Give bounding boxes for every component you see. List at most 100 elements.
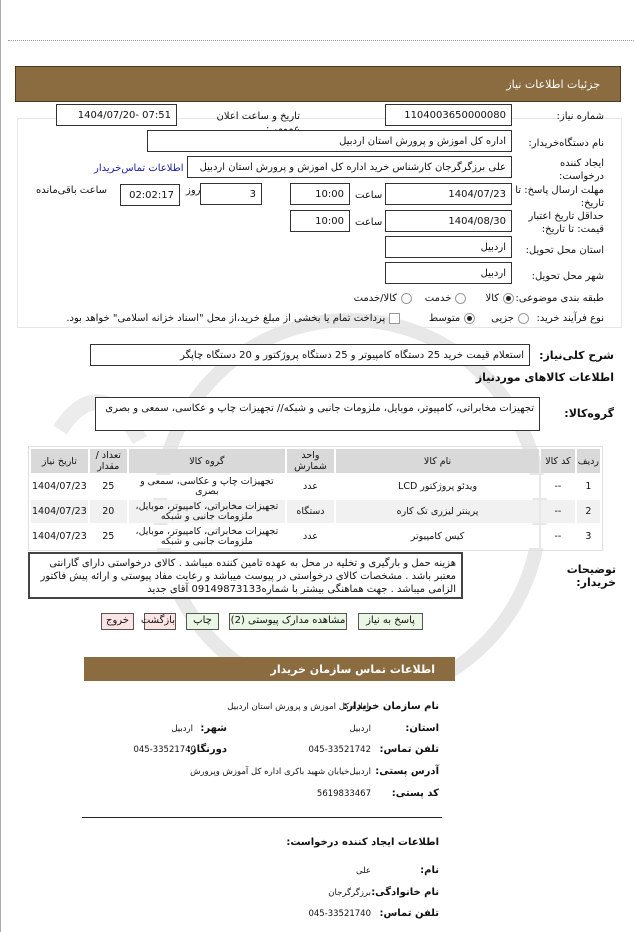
goods-table-wrap: ردیف کد کالا نام کالا واحد شمارش گروه کا…: [28, 446, 603, 551]
page-title: جزئیات اطلاعات نیاز: [506, 77, 600, 91]
process-label: نوع فرآیند خرید:: [536, 313, 605, 324]
table-cell: --: [541, 525, 575, 548]
goods-table: ردیف کد کالا نام کالا واحد شمارش گروه کا…: [29, 447, 602, 550]
summary-label: شرح کلی‌نیاز:: [539, 349, 614, 362]
time-label: ساعت: [355, 190, 383, 201]
table-cell: تجهیزات مخابراتی، کامپیوتر، موبایل، ملزو…: [128, 500, 285, 523]
table-cell: 25: [89, 475, 127, 498]
table-cell: 1404/07/23: [31, 525, 88, 548]
table-row: 2 -- پرینتر لیزری تک کاره دستگاه تجهیزات مخا…: [31, 500, 600, 523]
category-option-service[interactable]: خدمت: [425, 292, 467, 304]
category-label: طبقه بندی موضوعی:: [515, 293, 604, 304]
col-unit: واحد شمارش: [286, 449, 334, 473]
deadline-time-field: 10:00: [290, 183, 350, 205]
back-button[interactable]: بازگشت: [141, 613, 176, 630]
validity-label: حداقل تاریخ اعتبار قیمت: تا تاریخ:: [528, 211, 604, 235]
table-cell: پرینتر لیزری تک کاره: [335, 500, 540, 523]
province-label: استان محل تحویل:: [525, 245, 604, 256]
table-cell: تجهیزات مخابراتی، کامپیوتر، موبایل، ملزو…: [128, 525, 285, 548]
goods-heading: اطلاعات کالاهای موردنیاز: [475, 371, 614, 384]
city-label: شهر محل تحویل:: [531, 271, 604, 282]
family-label: نام خانوادگی:: [371, 887, 439, 898]
form-panel: [17, 118, 622, 328]
buyer-label: نام دستگاه‌خریدار:: [528, 138, 604, 149]
postal-label: کد پستی:: [391, 788, 439, 799]
province-contact-value: اردبیل: [349, 724, 371, 734]
table-cell: دستگاه: [286, 500, 334, 523]
section-divider: [82, 817, 442, 818]
table-cell: 20: [89, 500, 127, 523]
col-row: ردیف: [576, 449, 600, 473]
name-label: نام:: [420, 865, 439, 876]
postal-value: 5619833467: [316, 789, 371, 799]
city-contact-value: اردبیل: [171, 724, 193, 734]
announce-field: 1404/07/20- 07:51: [56, 104, 177, 126]
summary-field: استعلام قیمت خرید 25 دستگاه کامپیوتر و 2…: [90, 344, 530, 366]
creator-phone-label: تلفن تماس:: [379, 908, 439, 919]
need-number-label: شماره نیاز:: [556, 111, 605, 122]
deadline-label: مهلت ارسال پاسخ: تا تاریخ:: [515, 185, 604, 209]
creator-phone-value: 045-33521740: [308, 909, 371, 919]
table-cell: 2: [576, 500, 600, 523]
province-field: اردبیل: [385, 236, 512, 258]
city-field: اردبیل: [385, 262, 512, 284]
day-label: روز: [186, 185, 201, 196]
city-contact-label: شهر:: [200, 723, 227, 734]
fax-label: دورنگار:: [186, 744, 227, 755]
goods-group-field: تجهیزات مخابراتی، کامپیوتر، موبایل، ملزو…: [95, 397, 540, 431]
category-radio-group: کالا خدمت کالا/خدمت: [354, 292, 514, 305]
process-option-medium[interactable]: متوسط: [429, 312, 476, 324]
exit-button[interactable]: خروج: [101, 613, 134, 630]
table-cell: 1404/07/23: [31, 475, 88, 498]
family-value: برزگرگرجان: [328, 888, 371, 898]
table-cell: --: [541, 500, 575, 523]
table-cell: ویدئو پروژکتور LCD: [335, 475, 540, 498]
need-number-field: 1104003650000080: [385, 104, 512, 126]
table-header: ردیف کد کالا نام کالا واحد شمارش گروه کا…: [31, 449, 600, 473]
table-cell: تجهیزات چاپ و عکاسی، سمعی و بصری: [128, 475, 285, 498]
table-row: 3 -- کیس کامپیوتر عدد تجهیزات مخابراتی، کامپ…: [31, 525, 600, 548]
creator-heading: اطلاعات ایجاد کننده درخواست:: [286, 837, 439, 848]
address-label: آدرس پستی:: [375, 766, 439, 777]
page-header: جزئیات اطلاعات نیاز: [15, 66, 621, 102]
table-cell: --: [541, 475, 575, 498]
validity-time-field: 10:00: [290, 210, 350, 232]
process-option-minor[interactable]: جزیی: [491, 312, 529, 324]
creator-field: علی برزگرگرجان کارشناس خرید اداره کل امو…: [187, 156, 512, 178]
print-button[interactable]: چاپ: [186, 613, 219, 630]
time-label: ساعت: [355, 217, 383, 228]
province-contact-label: استان:: [405, 723, 439, 734]
table-cell: 1404/07/23: [31, 500, 88, 523]
table-cell: 1: [576, 475, 600, 498]
table-cell: کیس کامپیوتر: [335, 525, 540, 548]
category-option-goods[interactable]: کالا: [485, 292, 514, 304]
process-radio-group: جزیی متوسط پرداخت تمام یا بخشی از مبلغ خ…: [66, 312, 529, 325]
table-row: 1 -- ویدئو پروژکتور LCD عدد تجهیزات چاپ و عک…: [31, 475, 600, 498]
remaining-time-field: 02:02:17: [120, 184, 180, 206]
divider: [8, 40, 634, 41]
col-date: تاریخ نیاز: [31, 449, 88, 473]
org-label: نام سازمان خریدار:: [343, 701, 439, 712]
contact-header: اطلاعات تماس سازمان خریدار: [84, 657, 455, 681]
phone-value: 045-33521742: [308, 745, 371, 755]
description-label: توضیحات خریدار:: [566, 563, 616, 589]
validity-date-field: 1404/08/30: [385, 210, 512, 232]
creator-label: ایجاد کننده درخواست:: [559, 158, 604, 182]
fax-value: 045-33521740: [133, 745, 196, 755]
deadline-date-field: 1404/07/23: [385, 183, 512, 205]
table-cell: عدد: [286, 525, 334, 548]
org-value: اداره کل اموزش و پرورش استان اردبیل: [227, 702, 369, 712]
name-value: علی: [356, 866, 371, 876]
category-option-both[interactable]: کالا/خدمت: [354, 292, 413, 304]
attachments-button[interactable]: مشاهده مدارک پیوستی (2): [229, 613, 347, 630]
table-cell: 25: [89, 525, 127, 548]
phone-label: تلفن تماس:: [379, 744, 439, 755]
reply-button[interactable]: پاسخ به نیاز: [358, 613, 423, 630]
buyer-field: اداره کل اموزش و پرورش استان اردبیل: [147, 130, 512, 152]
col-qty: تعداد / مقدار: [89, 449, 127, 473]
contact-buyer-link[interactable]: اطلاعات تماس‌خریدار: [94, 163, 184, 174]
treasury-payment-checkbox[interactable]: پرداخت تمام یا بخشی از مبلغ خرید،از محل …: [66, 312, 401, 324]
address-value: اردبیل‌خیابان شهید باکری اداره کل آموزش …: [190, 767, 371, 777]
left-edge: [0, 0, 1, 932]
col-code: کد کالا: [541, 449, 575, 473]
